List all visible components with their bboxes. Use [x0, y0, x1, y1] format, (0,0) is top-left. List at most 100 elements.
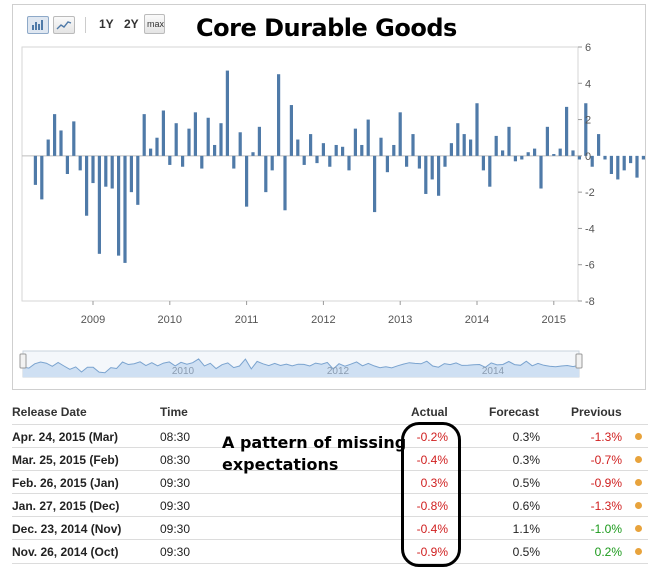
range-2y-button[interactable]: 2Y [124, 17, 139, 31]
bar[interactable] [238, 132, 242, 156]
bar[interactable] [142, 114, 146, 156]
bar[interactable] [257, 126, 261, 156]
bar[interactable] [609, 155, 613, 174]
bar[interactable] [539, 155, 543, 189]
bar[interactable] [405, 155, 409, 167]
bar[interactable] [488, 155, 492, 187]
bar[interactable] [123, 155, 127, 263]
bar[interactable] [321, 143, 325, 156]
bar[interactable] [507, 126, 511, 156]
bar[interactable] [328, 155, 332, 167]
bar[interactable] [597, 134, 601, 156]
bar[interactable] [117, 155, 121, 256]
bar[interactable] [33, 155, 37, 185]
bar[interactable] [168, 155, 172, 165]
bar[interactable] [501, 150, 505, 156]
bar[interactable] [334, 144, 338, 156]
bar[interactable] [149, 148, 153, 156]
bar[interactable] [347, 155, 351, 171]
bar[interactable] [469, 139, 473, 156]
bar[interactable] [155, 137, 159, 156]
navigator-handle[interactable] [575, 353, 583, 369]
bar[interactable] [225, 70, 229, 156]
bar[interactable] [200, 155, 204, 169]
bar[interactable] [264, 155, 268, 193]
bar[interactable] [475, 103, 479, 156]
bar[interactable] [494, 135, 498, 156]
bar[interactable] [379, 137, 383, 156]
bar[interactable] [40, 155, 44, 200]
bar[interactable] [251, 152, 255, 156]
bar[interactable] [53, 114, 57, 156]
bar[interactable] [46, 139, 50, 156]
bar[interactable] [385, 155, 389, 173]
bar[interactable] [219, 123, 223, 156]
bar[interactable] [110, 155, 114, 189]
bar[interactable] [283, 155, 287, 211]
bar[interactable] [341, 146, 345, 156]
bar[interactable] [213, 144, 217, 156]
bar[interactable] [65, 155, 69, 174]
bar[interactable] [437, 155, 441, 196]
bar[interactable] [353, 128, 357, 156]
bar[interactable] [577, 155, 581, 160]
bar[interactable] [635, 155, 639, 178]
bar[interactable] [533, 148, 537, 156]
bar[interactable] [545, 126, 549, 156]
bar[interactable] [97, 155, 101, 254]
bar[interactable] [136, 155, 140, 205]
bar[interactable] [584, 103, 588, 156]
bar[interactable] [520, 155, 524, 160]
bar[interactable] [558, 148, 562, 156]
bar[interactable] [72, 121, 76, 156]
bar[interactable] [449, 143, 453, 156]
bar[interactable] [411, 134, 415, 156]
bar[interactable] [296, 139, 300, 156]
bar[interactable] [187, 128, 191, 156]
bar[interactable] [590, 155, 594, 167]
bar[interactable] [104, 155, 108, 187]
bar[interactable] [552, 154, 556, 156]
bar[interactable] [78, 155, 82, 171]
bar[interactable] [513, 155, 517, 162]
bar[interactable] [571, 150, 575, 156]
bar[interactable] [456, 123, 460, 156]
bar[interactable] [622, 155, 626, 171]
bar[interactable] [161, 110, 165, 156]
bar[interactable] [206, 117, 210, 156]
line-chart-button[interactable] [53, 16, 75, 34]
bar[interactable] [289, 105, 293, 156]
bar[interactable] [373, 155, 377, 213]
bar[interactable] [270, 155, 274, 171]
range-1y-button[interactable]: 1Y [99, 17, 114, 31]
bar[interactable] [59, 130, 63, 156]
bar[interactable] [443, 155, 447, 167]
bar[interactable] [526, 152, 530, 156]
bar[interactable] [641, 155, 645, 160]
bar[interactable] [245, 155, 249, 207]
range-max-button[interactable]: max [144, 14, 165, 34]
bar[interactable] [430, 155, 434, 180]
bar-chart-button[interactable] [27, 16, 49, 34]
bar[interactable] [565, 106, 569, 156]
range-navigator[interactable]: 2010 2012 2014 [19, 350, 583, 378]
bar[interactable] [481, 155, 485, 171]
bar[interactable] [462, 134, 466, 156]
navigator-handle[interactable] [19, 353, 27, 369]
bar[interactable] [629, 155, 633, 164]
bar[interactable] [302, 155, 306, 165]
bar[interactable] [232, 155, 236, 169]
bar[interactable] [91, 155, 95, 184]
bar[interactable] [366, 119, 370, 156]
bar[interactable] [174, 123, 178, 156]
bar[interactable] [417, 155, 421, 169]
bar[interactable] [181, 155, 185, 167]
bar[interactable] [193, 112, 197, 156]
bar[interactable] [616, 155, 620, 180]
bar[interactable] [392, 144, 396, 156]
bar[interactable] [315, 155, 319, 164]
bar[interactable] [129, 155, 133, 193]
bar[interactable] [603, 155, 607, 160]
bar[interactable] [360, 144, 364, 156]
bar[interactable] [309, 134, 313, 156]
